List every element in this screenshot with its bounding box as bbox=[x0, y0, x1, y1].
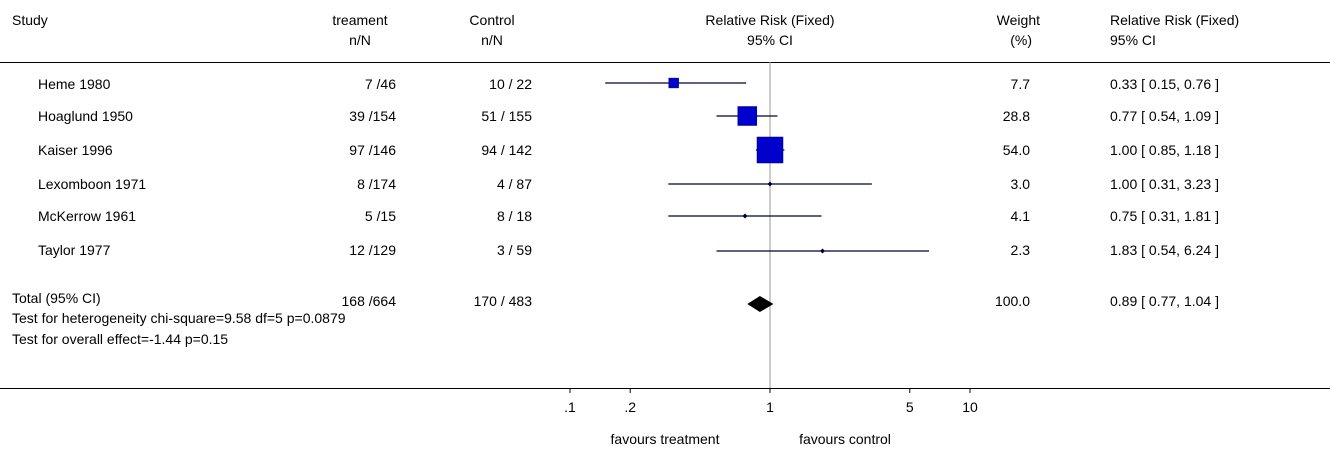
weight-value: 54.0 bbox=[1002, 142, 1030, 158]
x-tick-label: .1 bbox=[564, 399, 576, 415]
control-count: 3 / 59 bbox=[496, 242, 532, 258]
study-name: Taylor 1977 bbox=[38, 242, 111, 258]
total-rr-ci-value: 0.89 [ 0.77, 1.04 ] bbox=[1110, 293, 1219, 309]
heterogeneity-test: Test for heterogeneity chi-square=9.58 d… bbox=[12, 310, 346, 326]
x-tick-label: 10 bbox=[962, 399, 978, 415]
favours-treatment-label: favours treatment bbox=[610, 431, 720, 447]
control-count: 10 / 22 bbox=[489, 76, 532, 92]
weight-value: 4.1 bbox=[1010, 208, 1030, 224]
study-marker bbox=[742, 213, 748, 219]
control-count: 4 / 87 bbox=[496, 176, 532, 192]
header-weight: Weight bbox=[996, 12, 1040, 28]
rr-ci-value: 1.83 [ 0.54, 6.24 ] bbox=[1110, 242, 1219, 258]
rr-ci-value: 0.75 [ 0.31, 1.81 ] bbox=[1110, 208, 1219, 224]
header-relative-risk-ci: 95% CI bbox=[747, 32, 793, 48]
header-control: Control bbox=[469, 12, 515, 28]
weight-value: 28.8 bbox=[1002, 108, 1030, 124]
control-count: 94 / 142 bbox=[481, 142, 532, 158]
total-treatment-count: 168 /664 bbox=[341, 293, 397, 309]
header-treatment-sub: n/N bbox=[349, 32, 371, 48]
x-tick-label: 1 bbox=[766, 399, 774, 415]
header-relative-risk: Relative Risk (Fixed) bbox=[705, 12, 835, 28]
rr-ci-value: 1.00 [ 0.31, 3.23 ] bbox=[1110, 176, 1219, 192]
treatment-count: 5 /15 bbox=[364, 208, 396, 224]
study-marker bbox=[767, 181, 773, 187]
overall-effect-test: Test for overall effect=-1.44 p=0.15 bbox=[12, 331, 229, 347]
study-marker bbox=[737, 106, 758, 126]
x-tick-label: .2 bbox=[624, 399, 636, 415]
header-control-sub: n/N bbox=[481, 32, 503, 48]
study-marker bbox=[819, 248, 825, 254]
header-weight-unit: (%) bbox=[1010, 32, 1032, 48]
control-count: 51 / 155 bbox=[481, 108, 532, 124]
header-rr-value-ci: 95% CI bbox=[1110, 32, 1156, 48]
rr-ci-value: 1.00 [ 0.85, 1.18 ] bbox=[1110, 142, 1219, 158]
treatment-count: 39 /154 bbox=[349, 108, 396, 124]
total-label: Total (95% CI) bbox=[12, 290, 101, 306]
weight-value: 3.0 bbox=[1010, 176, 1030, 192]
treatment-count: 12 /129 bbox=[349, 242, 396, 258]
control-count: 8 / 18 bbox=[496, 208, 532, 224]
study-name: McKerrow 1961 bbox=[38, 208, 137, 224]
study-name: Kaiser 1996 bbox=[38, 142, 113, 158]
header-treatment: treament bbox=[332, 12, 388, 28]
total-weight-value: 100.0 bbox=[994, 293, 1030, 309]
x-tick-label: 5 bbox=[906, 399, 914, 415]
study-marker bbox=[668, 77, 679, 89]
summary-diamond bbox=[747, 296, 774, 312]
study-name: Lexomboon 1971 bbox=[38, 176, 147, 192]
treatment-count: 7 /46 bbox=[364, 76, 396, 92]
treatment-count: 97 /146 bbox=[349, 142, 396, 158]
treatment-count: 8 /174 bbox=[357, 176, 396, 192]
study-name: Hoaglund 1950 bbox=[38, 108, 133, 124]
weight-value: 2.3 bbox=[1010, 242, 1030, 258]
weight-value: 7.7 bbox=[1010, 76, 1030, 92]
rr-ci-value: 0.77 [ 0.54, 1.09 ] bbox=[1110, 108, 1219, 124]
total-control-count: 170 / 483 bbox=[473, 293, 532, 309]
favours-control-label: favours control bbox=[799, 431, 891, 447]
footer-divider bbox=[0, 388, 1330, 389]
study-marker bbox=[756, 136, 784, 164]
header-rr-value: Relative Risk (Fixed) bbox=[1110, 12, 1240, 28]
header-divider bbox=[0, 62, 1330, 63]
study-name: Heme 1980 bbox=[38, 76, 111, 92]
header-study: Study bbox=[12, 12, 48, 28]
rr-ci-value: 0.33 [ 0.15, 0.76 ] bbox=[1110, 76, 1219, 92]
